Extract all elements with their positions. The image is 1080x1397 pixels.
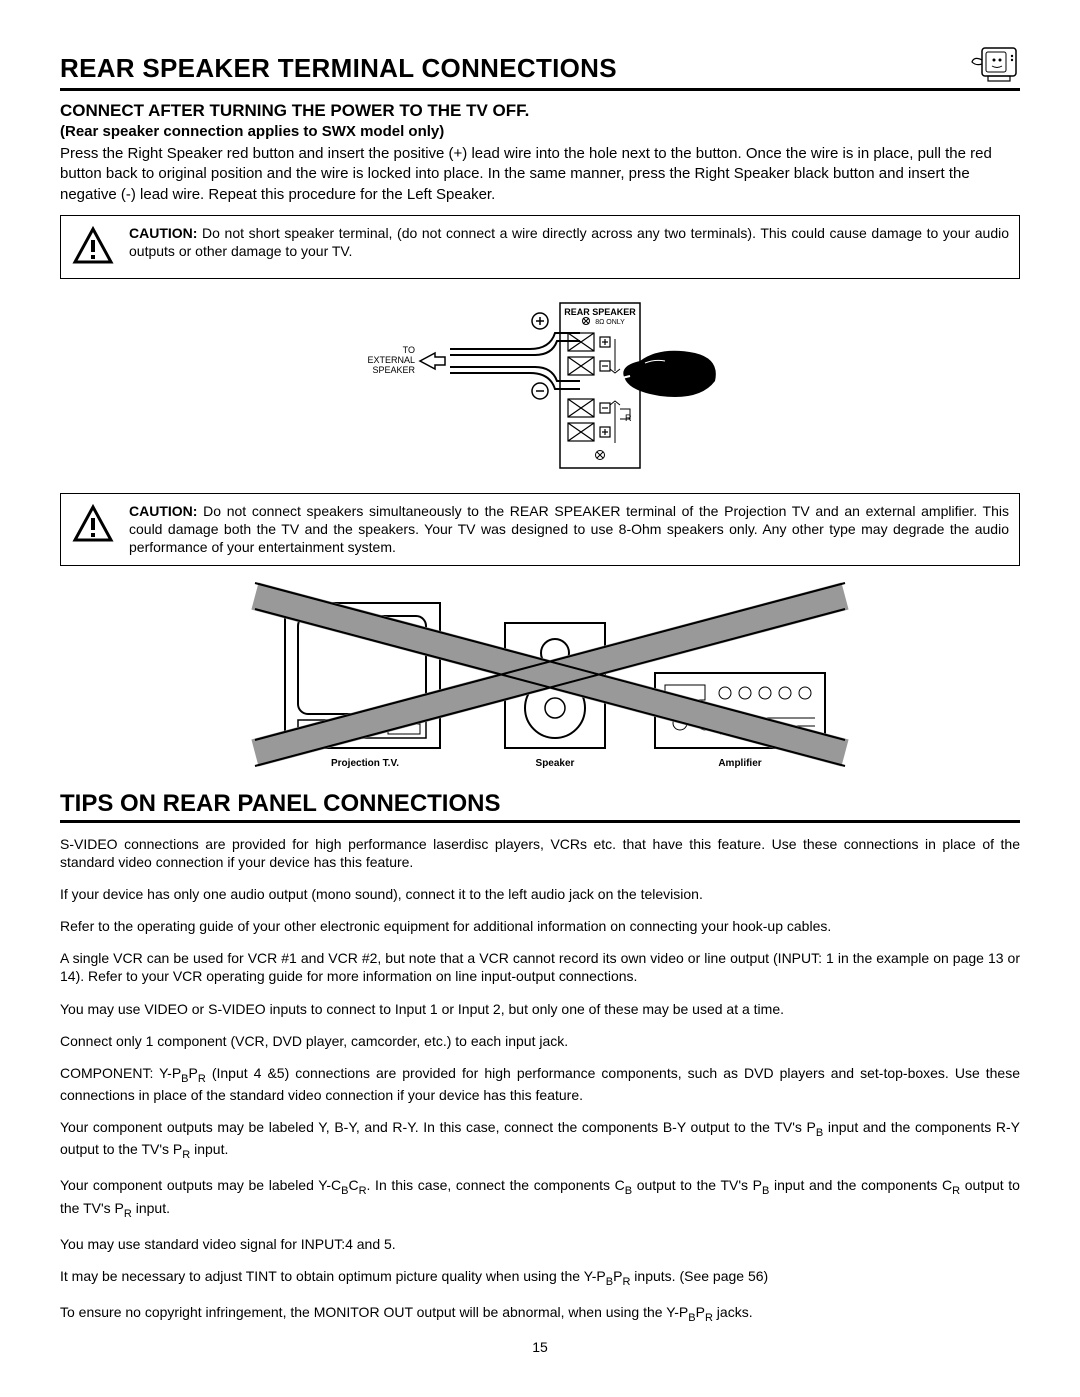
- svg-text:R: R: [625, 413, 632, 423]
- warning-icon: [71, 504, 121, 548]
- intro-body: Press the Right Speaker red button and i…: [60, 144, 1020, 205]
- caution-text: Do not connect speakers simultaneously t…: [129, 503, 1009, 555]
- subtitle-1: CONNECT AFTER TURNING THE POWER TO THE T…: [60, 101, 1020, 121]
- svg-text:Projection T.V.: Projection T.V.: [331, 758, 399, 769]
- warning-icon: [71, 226, 121, 270]
- section-title-tips: TIPS ON REAR PANEL CONNECTIONS: [60, 790, 1020, 823]
- tip-6: Connect only 1 component (VCR, DVD playe…: [60, 1032, 1020, 1050]
- caution-box-2: CAUTION: Do not connect speakers simulta…: [60, 493, 1020, 566]
- to-external-label: TO: [403, 345, 415, 355]
- tip-1: S-VIDEO connections are provided for hig…: [60, 835, 1020, 871]
- caution-label: CAUTION:: [129, 225, 197, 241]
- tip-12: To ensure no copyright infringement, the…: [60, 1303, 1020, 1325]
- tip-8: Your component outputs may be labeled Y,…: [60, 1118, 1020, 1162]
- svg-text:Amplifier: Amplifier: [718, 758, 761, 769]
- tip-11: It may be necessary to adjust TINT to ob…: [60, 1267, 1020, 1289]
- svg-text:8Ω ONLY: 8Ω ONLY: [595, 319, 625, 326]
- tip-10: You may use standard video signal for IN…: [60, 1235, 1020, 1253]
- figure-speaker-terminal: TO EXTERNAL SPEAKER REAR SPEAKER 8Ω ONLY: [60, 291, 1020, 481]
- tv-character-icon: [970, 40, 1020, 84]
- svg-text:REAR SPEAKER: REAR SPEAKER: [564, 307, 636, 317]
- tip-4: A single VCR can be used for VCR #1 and …: [60, 949, 1020, 985]
- tip-5: You may use VIDEO or S-VIDEO inputs to c…: [60, 1000, 1020, 1018]
- tip-3: Refer to the operating guide of your oth…: [60, 917, 1020, 935]
- caution-box-1: CAUTION: Do not short speaker terminal, …: [60, 215, 1020, 279]
- page-number: 15: [60, 1339, 1020, 1355]
- svg-text:EXTERNAL: EXTERNAL: [367, 355, 415, 365]
- subtitle-2: (Rear speaker connection applies to SWX …: [60, 123, 1020, 140]
- tip-2: If your device has only one audio output…: [60, 885, 1020, 903]
- tip-9: Your component outputs may be labeled Y-…: [60, 1176, 1020, 1220]
- figure-wrong-connection: Projection T.V. Speaker Amplifier: [60, 578, 1020, 778]
- tip-7: COMPONENT: Y-PBPR (Input 4 &5) connectio…: [60, 1064, 1020, 1104]
- caution-label: CAUTION:: [129, 503, 197, 519]
- svg-text:Speaker: Speaker: [536, 758, 575, 769]
- svg-text:SPEAKER: SPEAKER: [372, 365, 415, 375]
- caution-text: Do not short speaker terminal, (do not c…: [129, 225, 1009, 259]
- page-title: REAR SPEAKER TERMINAL CONNECTIONS: [60, 53, 617, 84]
